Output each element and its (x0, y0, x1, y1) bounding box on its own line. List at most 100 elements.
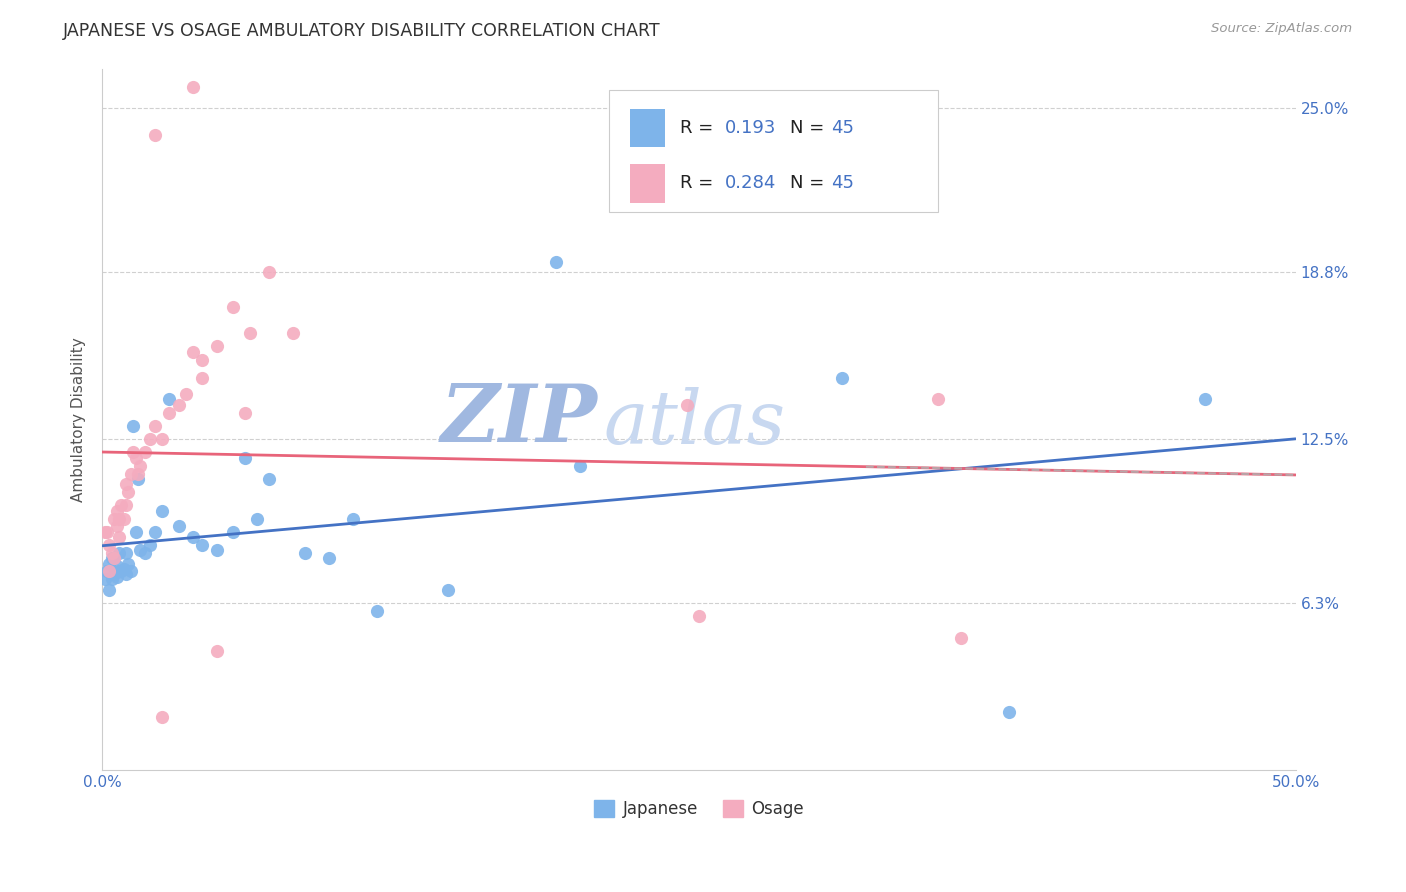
Point (110, 565, 132, 579)
Point (437, 582, 460, 597)
Point (927, 392, 949, 407)
Point (167, 398, 190, 412)
Point (115, 546, 138, 560)
Point (134, 445, 156, 459)
Point (318, 551, 340, 566)
Point (174, 387, 197, 401)
Point (117, 485, 139, 500)
Point (103, 551, 125, 566)
FancyBboxPatch shape (609, 89, 938, 212)
Point (100, 573, 122, 587)
Text: 0.284: 0.284 (725, 174, 776, 193)
Point (831, 371, 853, 385)
Point (366, 604, 388, 618)
Point (143, 128, 166, 142)
Point (98, 582, 121, 597)
Point (222, 524, 245, 539)
Point (105, 519, 128, 533)
Text: atlas: atlas (603, 386, 786, 459)
Point (120, 467, 142, 481)
Text: 0.193: 0.193 (725, 119, 776, 136)
Point (122, 445, 145, 459)
Point (235, 450, 257, 465)
Point (143, 418, 166, 433)
Point (139, 538, 162, 552)
Point (103, 551, 125, 566)
Text: N =: N = (790, 119, 830, 136)
Point (127, 467, 149, 481)
Point (110, 498, 132, 512)
Point (150, 432, 173, 446)
Point (181, 80, 204, 95)
Y-axis label: Ambulatory Disability: Ambulatory Disability (72, 337, 86, 501)
Text: 45: 45 (831, 119, 855, 136)
Point (294, 546, 316, 560)
Text: N =: N = (790, 174, 830, 193)
Point (100, 551, 122, 566)
Point (246, 511, 269, 525)
Point (191, 371, 214, 385)
Point (103, 511, 125, 525)
Point (143, 524, 166, 539)
Point (127, 472, 149, 486)
Point (108, 546, 131, 560)
Point (139, 432, 162, 446)
Point (112, 511, 135, 525)
FancyBboxPatch shape (630, 109, 665, 147)
Point (222, 300, 245, 314)
Point (129, 543, 152, 558)
Point (235, 406, 257, 420)
Point (122, 418, 145, 433)
Point (108, 565, 131, 579)
Point (157, 392, 180, 407)
Point (150, 503, 173, 517)
Point (239, 326, 262, 341)
Point (342, 511, 364, 525)
Legend: Japanese, Osage: Japanese, Osage (588, 793, 810, 825)
Point (115, 498, 138, 512)
Point (98, 538, 121, 552)
Point (167, 519, 190, 533)
Text: ZIP: ZIP (440, 381, 598, 458)
Point (93, 573, 115, 587)
Point (134, 546, 156, 560)
FancyBboxPatch shape (630, 164, 665, 202)
Point (112, 562, 135, 576)
Point (115, 567, 138, 582)
Point (98, 565, 121, 579)
Point (108, 530, 131, 544)
Point (124, 450, 146, 465)
Point (568, 458, 591, 473)
Point (181, 344, 204, 359)
Text: 45: 45 (831, 174, 855, 193)
Text: JAPANESE VS OSAGE AMBULATORY DISABILITY CORRELATION CHART: JAPANESE VS OSAGE AMBULATORY DISABILITY … (63, 22, 661, 40)
Point (259, 265, 281, 279)
Point (105, 559, 128, 574)
Point (181, 530, 204, 544)
Point (105, 570, 128, 584)
Point (157, 406, 180, 420)
Point (191, 538, 214, 552)
Text: R =: R = (681, 119, 718, 136)
Text: R =: R = (681, 174, 718, 193)
Point (205, 644, 228, 658)
Point (115, 477, 138, 491)
Point (98, 557, 121, 571)
Point (688, 609, 710, 624)
Point (96, 565, 118, 579)
Point (950, 631, 973, 645)
Point (676, 398, 699, 412)
Text: Source: ZipAtlas.com: Source: ZipAtlas.com (1212, 22, 1353, 36)
Point (998, 705, 1021, 719)
Point (283, 326, 305, 341)
Point (117, 557, 139, 571)
Point (205, 543, 228, 558)
Point (93, 524, 115, 539)
Point (96, 524, 118, 539)
Point (120, 565, 142, 579)
Point (191, 352, 214, 367)
Point (259, 472, 281, 486)
Point (205, 339, 228, 353)
Point (129, 458, 152, 473)
Point (103, 567, 125, 582)
